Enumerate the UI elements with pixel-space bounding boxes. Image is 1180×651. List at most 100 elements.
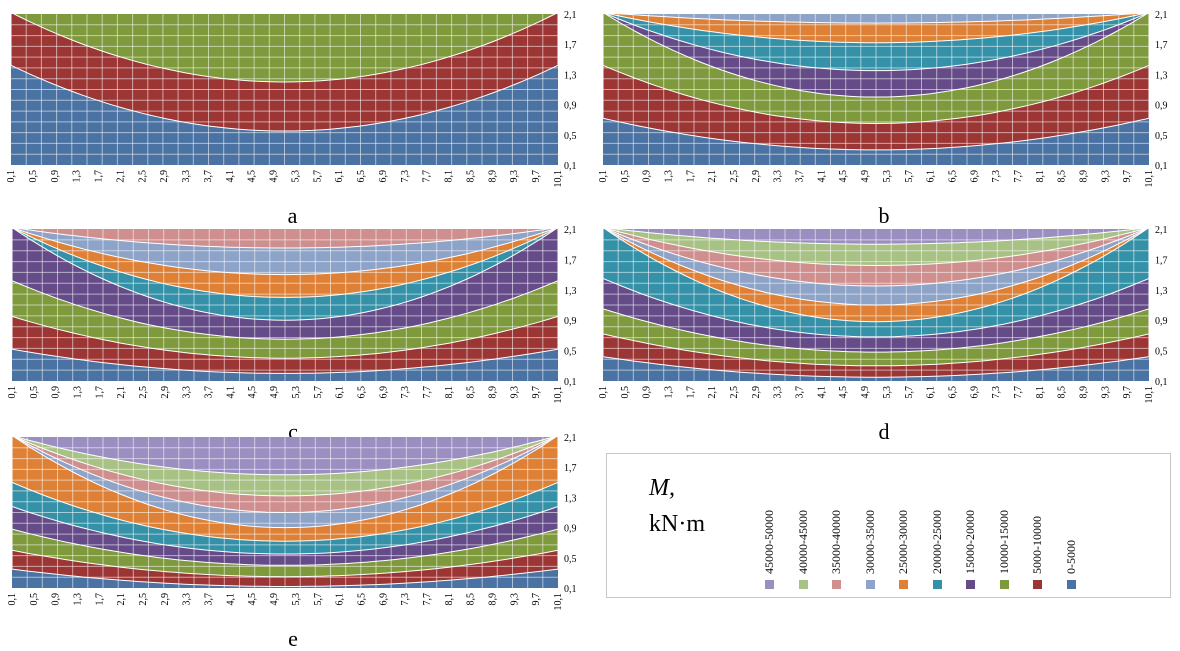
x-tick-label: 0,9	[51, 593, 62, 606]
y-tick-label: 0,1	[1155, 161, 1168, 172]
x-tick-label: 4,5	[247, 386, 258, 399]
legend-label: 30000-35000	[862, 510, 877, 574]
x-tick-label: 8,9	[488, 593, 499, 606]
legend-symbol: M,	[649, 475, 675, 501]
x-tick-label: 7,7	[422, 593, 433, 606]
x-tick-label: 5,3	[291, 386, 302, 399]
x-tick-label: 7,7	[1013, 386, 1024, 399]
y-tick-label: 0,9	[1155, 316, 1168, 327]
x-tick-label: 2,9	[159, 170, 170, 183]
x-tick-label: 0,1	[6, 170, 17, 183]
x-tick-label: 4,9	[860, 386, 871, 399]
x-tick-label: 10,1	[553, 170, 564, 188]
x-tick-label: 7,7	[422, 170, 433, 183]
x-tick-label: 0,1	[7, 593, 18, 606]
y-tick-label: 0,9	[564, 101, 577, 112]
y-tick-label: 1,7	[1155, 40, 1168, 51]
x-tick-label: 6,1	[334, 170, 345, 183]
x-tick-label: 3,7	[795, 386, 806, 399]
x-tick-label: 8,1	[444, 170, 455, 183]
x-tick-label: 0,9	[642, 170, 653, 183]
x-tick-label: 2,5	[137, 170, 148, 183]
x-tick-label: 10,1	[1144, 386, 1155, 404]
y-tick-label: 0,5	[1155, 347, 1168, 358]
legend-swatch	[832, 580, 841, 589]
x-tick-label: 3,3	[181, 170, 192, 183]
contour-panel-c: 0,1 0,5 0,9 1,3 1,7 2,1 0,1 0,5 0,9 1,3 1,7 2,1 2,5 2…	[7, 225, 577, 443]
x-tick-label: 0,9	[51, 386, 62, 399]
grid-lines	[11, 14, 558, 165]
legend-swatch	[798, 580, 808, 589]
x-tick-label: 8,1	[1035, 170, 1046, 183]
x-tick-label: 6,9	[969, 170, 980, 183]
x-tick-label: 1,3	[73, 593, 84, 606]
grid-lines	[12, 229, 558, 381]
x-tick-label: 0,1	[598, 170, 609, 183]
x-tick-label: 2,9	[751, 386, 762, 399]
x-tick-label: 4,1	[816, 386, 827, 399]
x-tick-label: 7,3	[991, 386, 1002, 399]
x-tick-label: 4,1	[225, 386, 236, 399]
x-tick-label: 1,3	[73, 386, 84, 399]
contour-bands-b	[603, 14, 1149, 165]
x-tick-label: 5,7	[904, 386, 915, 399]
x-tick-label: 4,9	[269, 170, 280, 183]
legend-swatch	[765, 580, 774, 589]
x-tick-label: 1,7	[94, 593, 105, 606]
contour-panel-a: 0,1 0,5 0,9 1,3 1,7 2,1 0,1 0,5 0,9 1,3 1,7 2,1 2,5 2…	[6, 10, 577, 227]
legend-label: 5000-10000	[1030, 516, 1044, 574]
x-tick-label: 0,1	[7, 386, 18, 399]
x-tick-label: 8,9	[488, 386, 499, 399]
legend-title: M, kN·m	[649, 474, 705, 538]
x-tick-label: 7,7	[422, 386, 433, 399]
x-tick-label: 3,7	[203, 170, 214, 183]
x-tick-label: 7,3	[400, 593, 411, 606]
y-tick-label: 0,9	[564, 316, 577, 327]
x-tick-label: 8,5	[466, 593, 477, 606]
y-tick-label: 1,3	[1155, 70, 1168, 81]
contour-plot-b: 0,1 0,5 0,9 1,3 1,7 2,1 0,1 0,5 0,9 1,3 1,7 2,1 2,5 2…	[598, 10, 1168, 188]
y-tick-label: 1,3	[1155, 286, 1168, 297]
legend-label: 0-5000	[1063, 540, 1078, 574]
x-tick-label: 2,9	[751, 170, 762, 183]
legend-label: 45000-50000	[762, 510, 776, 574]
contour-panel-e: 0,1 0,5 0,9 1,3 1,7 2,1 0,1 0,5 0,9 1,3 1,7 2,1 2,5 2…	[7, 433, 577, 650]
legend-swatch	[1033, 580, 1042, 589]
x-tick-label: 2,1	[707, 386, 718, 399]
x-tick-label: 9,3	[509, 170, 520, 183]
contour-plot-e: 0,1 0,5 0,9 1,3 1,7 2,1 0,1 0,5 0,9 1,3 1,7 2,1 2,5 2…	[7, 433, 577, 611]
x-tick-label: 9,3	[1100, 170, 1111, 183]
y-tick-label: 0,1	[564, 161, 577, 172]
x-tick-label: 2,1	[707, 170, 718, 183]
x-tick-label: 4,1	[225, 170, 236, 183]
legend-swatch	[932, 580, 942, 589]
panel-label-e: e	[288, 626, 298, 651]
x-tick-label: 0,1	[598, 386, 609, 399]
x-tick-label: 2,9	[160, 386, 171, 399]
x-tick-label: 0,9	[642, 386, 653, 399]
legend-unit: kN·m	[649, 511, 705, 537]
x-tick-label: 2,5	[138, 386, 149, 399]
x-tick-label: 8,5	[466, 170, 477, 183]
panel-label-d: d	[878, 419, 890, 444]
x-tick-label: 2,1	[116, 593, 127, 606]
x-tick-label: 1,7	[685, 170, 696, 183]
x-tick-label: 8,5	[1057, 386, 1068, 399]
x-tick-label: 7,3	[991, 170, 1002, 183]
x-tick-label: 9,3	[509, 386, 520, 399]
x-tick-label: 6,1	[335, 593, 346, 606]
x-tick-label: 6,9	[378, 593, 389, 606]
y-tick-label: 0,1	[1155, 377, 1168, 388]
legend-swatch	[966, 580, 975, 589]
y-tick-label: 0,5	[564, 554, 577, 565]
x-tick-label: 2,1	[116, 386, 127, 399]
x-tick-label: 7,7	[1013, 170, 1024, 183]
x-tick-label: 2,5	[138, 593, 149, 606]
legend-swatch	[865, 580, 875, 589]
legend-swatch	[899, 580, 908, 589]
y-tick-label: 1,7	[564, 255, 577, 266]
x-tick-label: 2,5	[729, 386, 740, 399]
x-tick-label: 7,3	[400, 386, 411, 399]
legend-label: 25000-30000	[896, 510, 910, 574]
x-tick-label: 0,5	[620, 170, 631, 183]
